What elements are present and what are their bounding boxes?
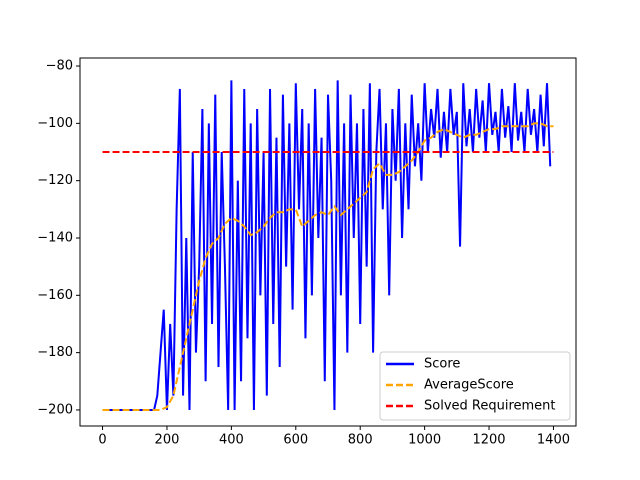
series-line <box>102 80 552 411</box>
x-tick-label: 0 <box>98 433 106 448</box>
y-tick-label: −160 <box>37 288 73 303</box>
x-tick-label: 1400 <box>537 433 570 448</box>
x-tick-label: 800 <box>348 433 373 448</box>
y-tick-label: −200 <box>37 402 73 417</box>
x-tick-label: 1000 <box>408 433 441 448</box>
y-tick-label: −180 <box>37 345 73 360</box>
x-tick-label: 1200 <box>472 433 505 448</box>
plot-frame <box>79 57 577 427</box>
x-tick-label: 600 <box>283 433 308 448</box>
y-tick-label: −80 <box>46 59 73 74</box>
y-tick-label: −140 <box>37 230 73 245</box>
legend-box <box>379 351 571 421</box>
series-line <box>102 122 554 411</box>
x-tick-label: 400 <box>219 433 244 448</box>
y-tick-label: −120 <box>37 173 73 188</box>
legend-label: AverageScore <box>424 378 514 393</box>
x-tick-label: 200 <box>155 433 180 448</box>
legend-label: Solved Requirement <box>424 399 556 414</box>
legend-label: Score <box>424 357 460 372</box>
y-tick-label: −100 <box>37 116 73 131</box>
